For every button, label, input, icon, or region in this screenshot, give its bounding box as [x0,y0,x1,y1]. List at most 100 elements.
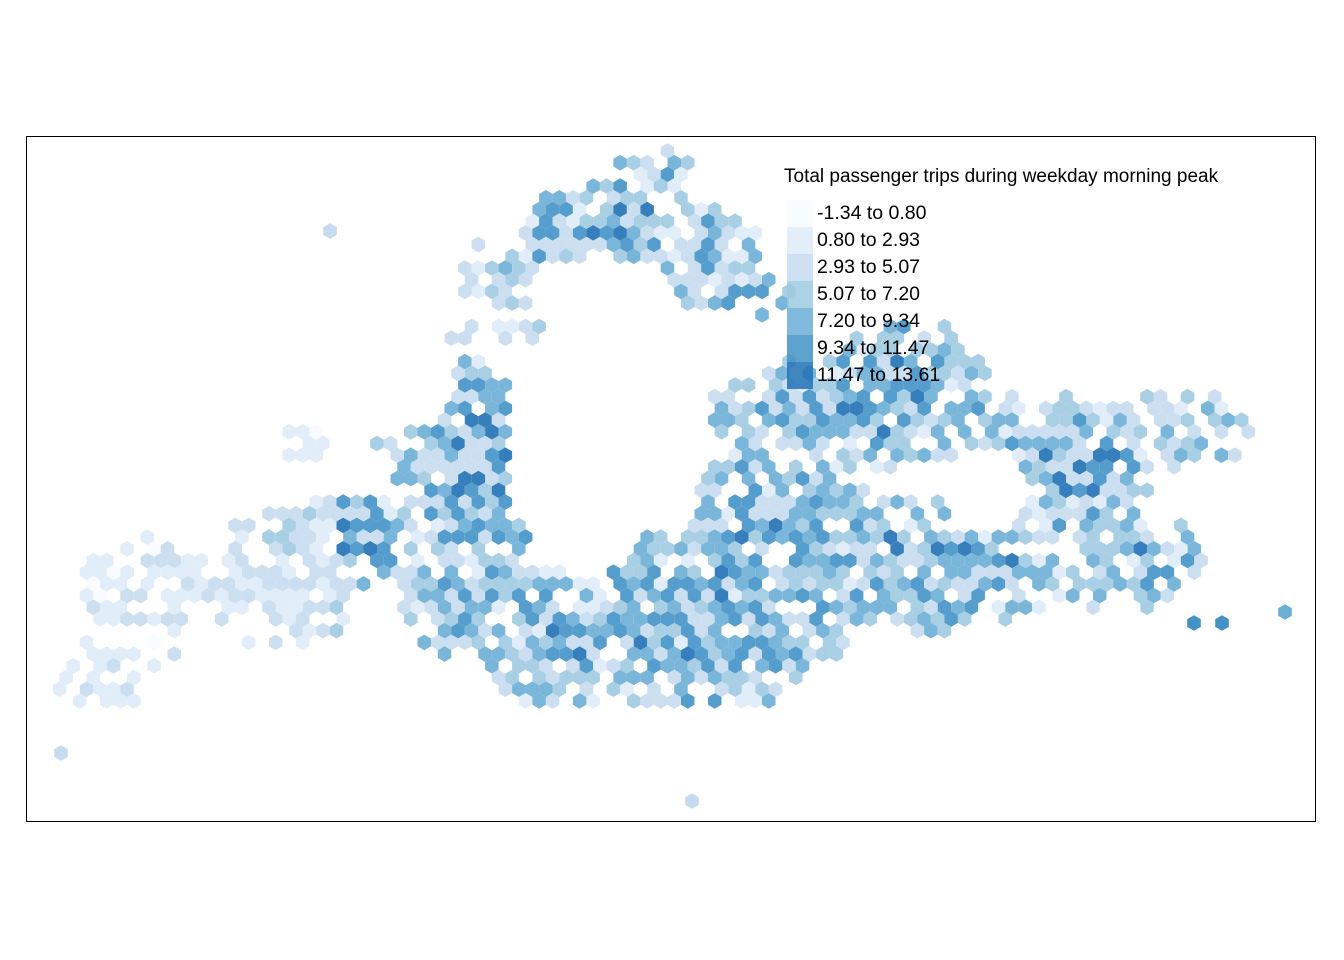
hexagon-cell[interactable] [552,213,567,229]
hexagon-cell[interactable] [870,505,884,522]
hexagon-cell[interactable] [451,576,465,592]
hexagon-cell[interactable] [458,400,472,417]
hexagon-cell[interactable] [809,564,823,580]
hexagon-cell[interactable] [876,424,891,440]
hexagon-cell[interactable] [653,225,668,241]
hexagon-cell[interactable] [167,599,182,616]
hexagon-cell[interactable] [437,552,452,569]
hexagon-cell[interactable] [73,693,87,709]
hexagon-cell[interactable] [464,435,479,452]
hexagon-cell[interactable] [836,447,850,463]
hexagon-cell[interactable] [721,552,736,569]
hexagon-cell[interactable] [1126,435,1141,452]
hexagon-cell[interactable] [728,658,742,674]
hexagon-cell[interactable] [870,529,884,545]
hexagon-cell[interactable] [640,552,654,569]
hexagon-cell[interactable] [1099,482,1114,499]
hexagon-cell[interactable] [694,295,709,311]
hexagon-cell[interactable] [268,611,283,627]
hexagon-cell[interactable] [741,400,756,417]
hexagon-cell[interactable] [829,412,844,428]
hexagon-cell[interactable] [572,576,587,592]
hexagon-cell[interactable] [417,634,432,651]
hexagon-cell[interactable] [802,552,817,569]
hexagon-cell[interactable] [863,541,877,557]
hexagon-cell[interactable] [795,564,810,580]
hexagon-cell[interactable] [167,552,182,569]
hexagon-cell[interactable] [836,587,850,604]
hexagon-cell[interactable] [566,658,580,674]
hexagon-cell[interactable] [978,529,992,545]
hexagon-cell[interactable] [849,400,864,417]
hexagon-cell[interactable] [991,552,1006,569]
hexagon-cell[interactable] [1025,494,1040,510]
hexagon-cell[interactable] [1106,424,1121,440]
hexagon-cell[interactable] [268,587,283,604]
hexagon-cell[interactable] [748,669,763,686]
hexagon-cell[interactable] [1025,447,1040,463]
hexagon-cell[interactable] [721,646,736,662]
hexagon-cell[interactable] [1215,615,1229,631]
hexagon-cell[interactable] [613,201,627,218]
hexagon-cell[interactable] [890,611,904,627]
hexagon-cell[interactable] [329,505,344,522]
hexagon-cell[interactable] [755,447,769,463]
hexagon-cell[interactable] [1147,400,1161,417]
hexagon-cell[interactable] [694,646,709,662]
hexagon-cell[interactable] [849,330,864,346]
hexagon-cell[interactable] [620,658,634,674]
hexagon-cell[interactable] [458,377,472,393]
hexagon-cell[interactable] [863,564,877,580]
hexagon-cell[interactable] [647,634,661,651]
hexagon-cell[interactable] [876,400,891,417]
hexagon-cell[interactable] [768,470,783,487]
hexagon-cell[interactable] [701,236,715,253]
hexagon-cell[interactable] [1160,424,1175,440]
hexagon-cell[interactable] [471,424,486,440]
hexagon-cell[interactable] [323,223,337,239]
hexagon-cell[interactable] [620,213,634,229]
hexagon-cell[interactable] [1052,517,1067,534]
hexagon-cell[interactable] [856,412,871,428]
hexagon-cell[interactable] [741,681,756,697]
hexagon-cell[interactable] [991,529,1006,545]
hexagon-cell[interactable] [647,541,661,557]
hexagon-cell[interactable] [586,576,600,592]
hexagon-cell[interactable] [485,564,499,580]
hexagon-cell[interactable] [876,587,891,604]
hexagon-cell[interactable] [903,611,918,627]
hexagon-cell[interactable] [485,400,499,417]
hexagon-cell[interactable] [100,599,114,616]
hexagon-cell[interactable] [464,505,479,522]
hexagon-cell[interactable] [694,271,709,288]
hexagon-cell[interactable] [444,447,459,463]
hexagon-cell[interactable] [653,576,668,592]
hexagon-cell[interactable] [701,260,715,276]
hexagon-cell[interactable] [167,646,182,662]
hexagon-cell[interactable] [235,576,249,592]
hexagon-cell[interactable] [606,213,621,229]
hexagon-cell[interactable] [1045,435,1060,452]
hexagon-cell[interactable] [289,505,303,522]
hexagon-cell[interactable] [491,622,506,639]
hexagon-cell[interactable] [100,646,114,662]
hexagon-cell[interactable] [133,611,148,627]
hexagon-cell[interactable] [748,529,763,545]
hexagon-cell[interactable] [762,482,776,499]
hexagon-cell[interactable] [903,353,918,370]
hexagon-cell[interactable] [613,576,627,592]
hexagon-cell[interactable] [451,482,465,499]
hexagon-cell[interactable] [397,505,411,522]
hexagon-cell[interactable] [741,447,756,463]
hexagon-cell[interactable] [559,248,573,265]
hexagon-cell[interactable] [782,470,796,487]
hexagon-cell[interactable] [417,470,432,487]
hexagon-cell[interactable] [1106,541,1121,557]
hexagon-cell[interactable] [822,564,837,580]
hexagon-cell[interactable] [890,541,904,557]
hexagon-cell[interactable] [660,587,675,604]
hexagon-cell[interactable] [843,482,857,499]
hexagon-cell[interactable] [836,564,850,580]
hexagon-cell[interactable] [917,330,931,346]
hexagon-cell[interactable] [262,599,276,616]
